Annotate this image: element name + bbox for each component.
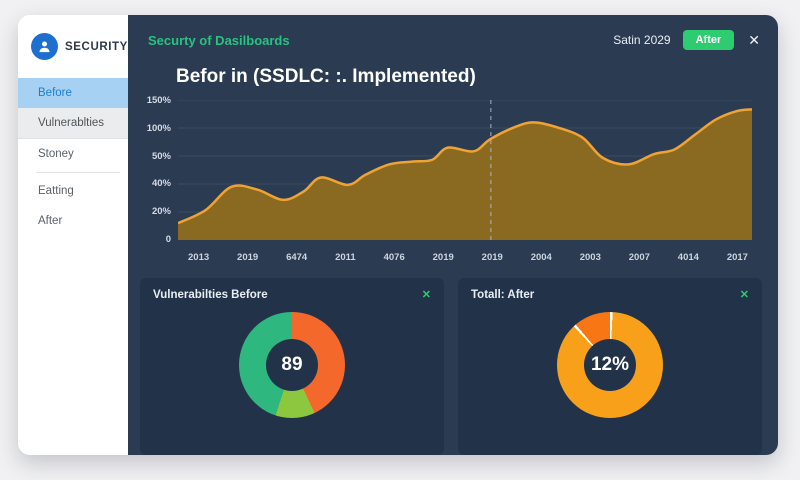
card-title: Vulnerabilties Before [153,289,268,301]
donut-center-value: 89 [281,354,303,375]
y-tick-label: 20% [151,206,171,218]
y-tick-label: 150% [146,95,171,106]
y-tick-label: 40% [151,178,171,190]
sidebar-nav: Before Vulnerablties Stoney Eatting Afte… [18,78,128,236]
y-tick-label: 100% [146,122,171,134]
dashboard-subtitle: Securty of Dasilboards [148,32,290,48]
period-label: Satin 2029 [613,33,671,47]
x-tick-label: 2007 [628,252,650,263]
x-tick-label: 2011 [335,252,356,263]
x-axis-labels: 2013 2019 6474 2011 4076 2019 2019 2004 2003 2007… [128,245,778,263]
x-tick-label: 2019 [237,252,259,263]
sidebar-item-stoney[interactable]: Stoney [38,148,74,160]
x-tick-label: 4076 [383,252,405,263]
user-icon [31,33,58,60]
sidebar-divider [36,172,120,173]
x-tick-label: 2019 [481,252,503,263]
main-panel: Securty of Dasilboards Satin 2029 After … [128,15,778,455]
donut-center-value: 12% [590,354,630,375]
area-chart-svg [178,100,752,240]
x-tick-label: 2019 [432,252,454,263]
x-tick-label: 4014 [677,252,699,263]
brand-logo: SECURITY [18,15,128,76]
y-axis-labels: 150% 100% 50% 40% 20% 0 [136,95,178,245]
sidebar-item-vulnerablties[interactable]: Vulnerablties [18,108,128,139]
donut-chart-before: 89 [239,312,345,418]
area-chart-plot [178,100,752,240]
chart-title: Befor in (SSDLC: :. Implemented) [176,66,476,87]
card-title: Totall: After [471,289,535,301]
sidebar-item-eatting[interactable]: Eatting [38,185,74,197]
y-tick-label: 50% [151,150,171,162]
card-close-icon[interactable]: ✕ [739,288,749,301]
card-close-icon[interactable]: ✕ [421,288,431,301]
sidebar-item-before[interactable]: Before [18,78,128,108]
after-button[interactable]: After [682,30,735,50]
x-tick-label: 2004 [530,252,552,263]
x-tick-label: 2017 [726,252,748,263]
cards-row: Vulnerabilties Before ✕ 89 Totall: After… [128,263,778,455]
x-tick-label: 6474 [286,252,308,263]
donut-chart-after: 12% [557,312,663,418]
card-vulnerabilities-before: Vulnerabilties Before ✕ 89 [140,278,444,455]
card-total-after: Totall: After ✕ 12% [458,278,762,455]
topbar: Securty of Dasilboards Satin 2029 After … [128,15,778,50]
sidebar: SECURITY Before Vulnerablties Stoney Eat… [18,15,128,455]
close-icon[interactable]: ✕ [748,32,760,48]
app-window: SECURITY Before Vulnerablties Stoney Eat… [18,15,778,455]
x-tick-label: 2013 [188,252,210,263]
area-chart: 150% 100% 50% 40% 20% 0 [128,95,778,245]
x-tick-label: 2003 [579,252,601,263]
y-tick-label: 0 [165,233,171,245]
sidebar-item-after[interactable]: After [38,215,63,227]
brand-name: SECURITY [65,40,128,53]
